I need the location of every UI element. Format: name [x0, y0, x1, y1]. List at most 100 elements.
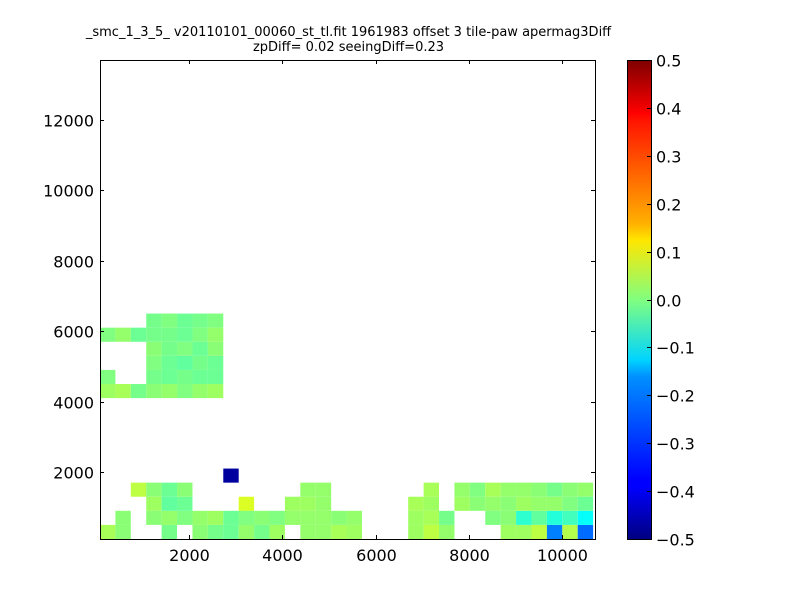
- heatmap-cell: [423, 482, 440, 497]
- chart-title: _smc_1_3_5_ v20110101_00060_st_tl.fit 19…: [85, 25, 612, 40]
- heatmap-cell: [269, 510, 285, 525]
- heatmap-cell: [100, 384, 116, 399]
- colorbar-tick-label: −0.2: [656, 387, 695, 406]
- heatmap-cell: [408, 510, 424, 525]
- heatmap-cell: [577, 524, 594, 539]
- heatmap-cell: [284, 496, 301, 511]
- heatmap-cell: [485, 482, 501, 497]
- heatmap-cell: [238, 524, 255, 539]
- colorbar-tick-label: 0.3: [656, 148, 681, 167]
- y-tick-label: 2000: [53, 464, 94, 483]
- heatmap-cell: [177, 313, 193, 328]
- heatmap-cell: [177, 510, 193, 525]
- heatmap-cell: [161, 510, 178, 525]
- heatmap-cell: [315, 496, 332, 511]
- heatmap-cell: [531, 524, 547, 539]
- x-tick-label: 2000: [169, 546, 210, 565]
- colorbar-tick-label: −0.5: [656, 531, 695, 550]
- heatmap-cell: [146, 369, 162, 385]
- heatmap-cell: [439, 510, 455, 525]
- y-tick-label: 8000: [53, 253, 94, 272]
- heatmap-cell: [192, 327, 208, 342]
- heatmap-cell: [177, 369, 193, 385]
- heatmap-cell: [546, 524, 563, 539]
- heatmap-cell: [254, 524, 270, 539]
- heatmap-cell: [115, 327, 131, 342]
- heatmap-cell: [546, 482, 563, 497]
- heatmap-cell: [577, 482, 594, 497]
- heatmap-cell: [254, 510, 270, 525]
- heatmap-cell: [146, 327, 162, 342]
- heatmap-cell: [161, 496, 178, 511]
- heatmap-cell: [100, 327, 116, 342]
- heatmap-cell: [192, 384, 208, 399]
- heatmap-cell: [100, 524, 116, 539]
- heatmap-cell: [161, 327, 178, 342]
- colorbar-tick-label: 0.1: [656, 244, 681, 263]
- heatmap-cell: [146, 355, 162, 370]
- x-axis: 2000 4000 6000 8000 10000: [169, 60, 588, 565]
- y-tick-label: 4000: [53, 394, 94, 413]
- heatmap-cell: [562, 524, 578, 539]
- heatmap-cell: [469, 496, 486, 511]
- heatmap-cell: [161, 384, 178, 399]
- heatmap-cell: [485, 510, 501, 525]
- heatmap-cell: [207, 327, 224, 342]
- heatmap-cell: [115, 384, 131, 399]
- heatmap-cell: [161, 341, 178, 356]
- colorbar-tick-label: −0.4: [656, 483, 695, 502]
- heatmap-cell: [161, 355, 178, 370]
- heatmap-cell: [207, 369, 224, 385]
- heatmap-cell: [300, 510, 316, 525]
- x-tick-label: 4000: [262, 546, 303, 565]
- heatmap-cell: [192, 341, 208, 356]
- heatmap-cell: [408, 524, 424, 539]
- heatmap-cell: [269, 524, 285, 539]
- heatmap-cell: [531, 482, 547, 497]
- x-tick-label: 8000: [449, 546, 490, 565]
- y-tick-label: 12000: [43, 112, 94, 131]
- heatmap-cell: [454, 482, 470, 497]
- heatmap-cell: [161, 482, 178, 497]
- heatmap-cell: [146, 496, 162, 511]
- heatmap-cell: [207, 313, 224, 328]
- heatmap-cell: [207, 524, 224, 539]
- heatmap-cell: [177, 482, 193, 497]
- heatmap-cell: [161, 524, 178, 539]
- colorbar-ticks: 0.5 0.4 0.3 0.2 0.1 0.0 −0.1 −0.2 −0.3 −0.4 −0.5: [647, 52, 695, 550]
- heatmap-cell: [100, 369, 116, 385]
- heatmap-cell: [500, 496, 517, 511]
- y-axis: 2000 4000 6000 8000 10000 12000: [43, 112, 595, 483]
- heatmap-cell: [146, 341, 162, 356]
- heatmap-cell: [207, 510, 224, 525]
- heatmap-cell: [177, 384, 193, 399]
- heatmap-cell: [300, 496, 316, 511]
- heatmap-cell: [238, 496, 255, 511]
- colorbar-tick-label: 0.2: [656, 196, 681, 215]
- heatmap-cell: [161, 313, 178, 328]
- heatmap-cell: [146, 482, 162, 497]
- heatmap-cell: [315, 524, 332, 539]
- heatmap-cell: [346, 510, 362, 525]
- heatmap-cell: [485, 496, 501, 511]
- heatmap-cell: [516, 510, 532, 525]
- heatmap-cell: [577, 496, 594, 511]
- heatmap-cell: [531, 496, 547, 511]
- heatmap-cell: [546, 510, 563, 525]
- heatmap-cell: [284, 510, 301, 525]
- heatmap-cell: [146, 384, 162, 399]
- colorbar-tick-label: −0.3: [656, 435, 695, 454]
- heatmap-cell: [516, 524, 532, 539]
- heatmap-cell: [577, 510, 594, 525]
- heatmap-cell: [546, 496, 563, 511]
- heatmap-cell: [130, 482, 147, 497]
- y-tick-label: 6000: [53, 323, 94, 342]
- heatmap-cell: [192, 510, 208, 525]
- heatmap-cell: [500, 510, 517, 525]
- heatmap-cell: [177, 355, 193, 370]
- heatmap-cell: [423, 496, 440, 511]
- heatmap-cell: [223, 510, 239, 525]
- heatmap-cell: [115, 524, 131, 539]
